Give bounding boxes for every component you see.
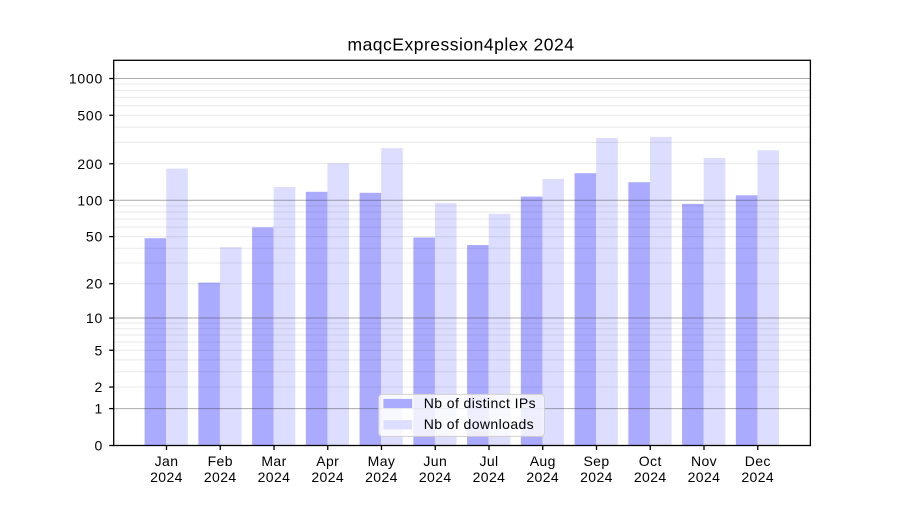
svg-text:50: 50	[86, 229, 103, 245]
svg-text:1000: 1000	[69, 71, 103, 87]
svg-text:2024: 2024	[688, 469, 721, 485]
svg-text:2024: 2024	[634, 469, 667, 485]
svg-text:2024: 2024	[419, 469, 452, 485]
svg-text:2024: 2024	[526, 469, 559, 485]
svg-text:Nb of downloads: Nb of downloads	[424, 416, 534, 432]
svg-text:Oct: Oct	[639, 453, 662, 469]
svg-text:Nb of distinct IPs: Nb of distinct IPs	[424, 395, 536, 411]
svg-text:2024: 2024	[365, 469, 398, 485]
svg-text:0: 0	[94, 438, 103, 454]
svg-text:Sep: Sep	[583, 453, 609, 469]
svg-text:20: 20	[86, 276, 103, 292]
svg-text:Apr: Apr	[316, 453, 339, 469]
svg-text:May: May	[368, 453, 396, 469]
svg-text:2024: 2024	[580, 469, 613, 485]
svg-text:maqcExpression4plex 2024: maqcExpression4plex 2024	[348, 35, 575, 55]
svg-text:2024: 2024	[204, 469, 237, 485]
svg-text:Jul: Jul	[479, 453, 498, 469]
svg-text:Mar: Mar	[261, 453, 286, 469]
svg-text:2: 2	[94, 379, 103, 395]
svg-text:2024: 2024	[258, 469, 291, 485]
svg-text:2024: 2024	[150, 469, 183, 485]
svg-text:Jun: Jun	[423, 453, 447, 469]
svg-text:Aug: Aug	[530, 453, 556, 469]
svg-text:1: 1	[94, 401, 103, 417]
svg-text:5: 5	[94, 342, 103, 358]
svg-text:Dec: Dec	[745, 453, 771, 469]
svg-text:2024: 2024	[311, 469, 344, 485]
svg-text:2024: 2024	[741, 469, 774, 485]
svg-text:100: 100	[77, 192, 103, 208]
svg-text:2024: 2024	[473, 469, 506, 485]
svg-text:Nov: Nov	[691, 453, 717, 469]
svg-text:Feb: Feb	[208, 453, 233, 469]
svg-text:200: 200	[77, 156, 103, 172]
svg-text:500: 500	[77, 107, 103, 123]
svg-text:Jan: Jan	[155, 453, 179, 469]
svg-text:10: 10	[86, 310, 103, 326]
